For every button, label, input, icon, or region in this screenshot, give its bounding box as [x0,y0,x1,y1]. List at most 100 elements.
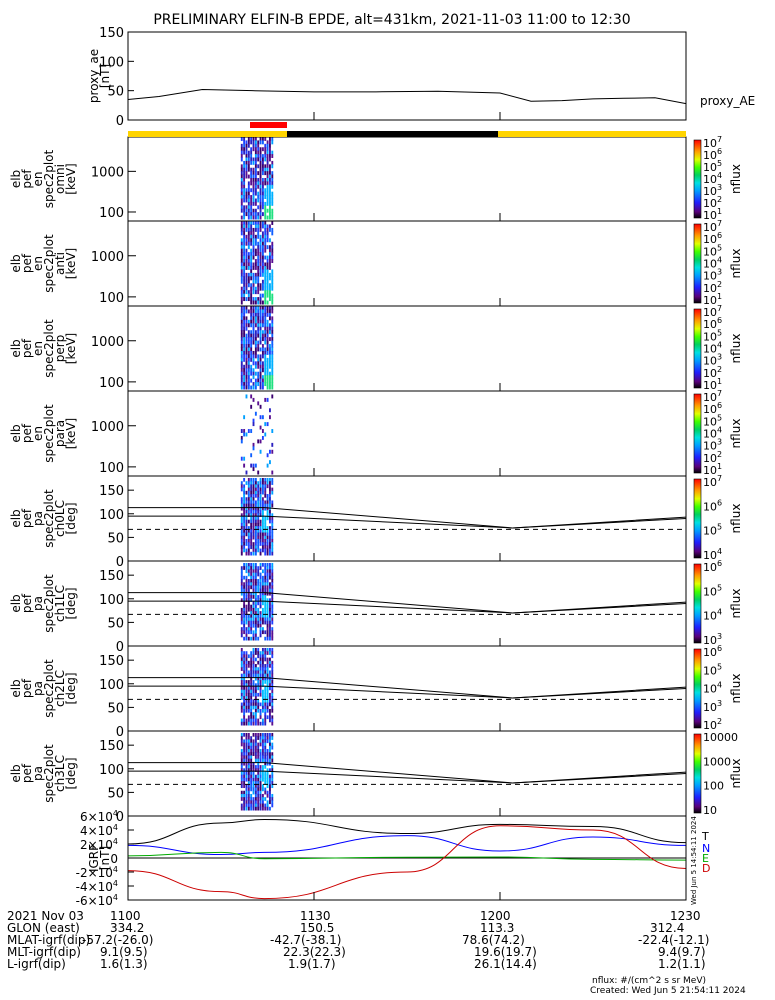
heatmap-cell [252,667,255,671]
heatmap-cell [266,326,269,331]
heatmap-cell [254,234,257,239]
heatmap-cell [254,800,257,805]
heatmap-cell [271,611,274,615]
heatmap-cell [254,623,257,628]
heatmap-cell [240,272,243,277]
cb-tick-ch0LC-3: 107 [703,474,722,489]
heatmap-cell [243,140,246,145]
heatmap-cell [271,667,274,671]
heatmap-cell [271,354,274,359]
heatmap-cell [264,563,267,567]
heatmap-cell [254,749,257,753]
heatmap-cell [252,201,255,206]
cb-tick-exp: 3 [717,699,722,708]
cb-tick-exp: 2 [717,195,722,204]
heatmap-cell [266,532,269,537]
heatmap-cell [247,478,250,482]
heatmap-cell [254,604,257,609]
heatmap-cell [269,660,271,665]
heatmap-cell [264,636,267,641]
heatmap-cell [243,224,246,229]
heatmap-cell [240,347,243,352]
heatmap-cell [257,699,260,704]
heatmap-cell [245,705,248,710]
heatmap-cell [252,660,255,665]
heatmap-cell [259,484,262,489]
heatmap-cell [259,137,262,141]
heatmap-cell [245,364,248,369]
cb-tick-exp: 2 [717,280,722,289]
heatmap-cell [261,617,264,622]
heatmap-cell [257,781,260,785]
heatmap-cell [259,272,262,277]
heatmap-cell [259,683,262,687]
heatmap-cell [269,758,271,763]
heatmap-cell [247,227,250,232]
heatmap-cell [254,721,257,726]
heatmap-cell [261,184,264,189]
heatmap-cell [250,689,253,694]
heatmap-cell [243,657,246,662]
heatmap-cell [247,506,250,511]
heatmap-cell [245,195,248,199]
heatmap-cell [257,184,260,189]
heatmap-cell [252,774,255,779]
heatmap-cell [252,806,255,811]
heatmap-cell [266,790,269,795]
heatmap-cell [271,548,274,553]
heatmap-cell [257,733,260,737]
heatmap-cell [254,617,257,622]
heatmap-cell [266,551,269,556]
heatmap-cell [259,333,262,338]
heatmap-cell [257,765,260,769]
heatmap-cell [243,749,246,753]
heatmap-cell [243,344,246,348]
heatmap-cell [250,765,253,769]
heatmap-cell [259,506,262,511]
heatmap-cell [259,529,262,534]
heatmap-cell [254,601,257,606]
heatmap-cell [252,178,255,182]
heatmap-cell [247,201,250,206]
cb-tick-exp: 5 [717,243,722,252]
loss-cone-line [128,507,687,529]
heatmap-cell [252,143,255,148]
heatmap-cell [259,535,262,540]
heatmap-cell [264,382,267,387]
heatmap-cell [252,752,255,756]
heatmap-cell [261,721,264,726]
heatmap-cell [252,503,255,508]
heatmap-cell [271,513,274,517]
heatmap-cell [261,245,264,250]
heatmap-cell [252,532,255,537]
heatmap-cell [247,598,250,602]
heatmap-cell [252,272,255,277]
heatmap-cell [269,205,271,210]
heatmap-cell [252,702,255,707]
heatmap-cell [240,208,243,213]
pa-yticklabel-2: 100 [99,593,124,608]
heatmap-cell [257,178,260,182]
pa-yticklabel-1: 50 [107,701,124,716]
heatmap-cell [261,319,264,324]
heatmap-cell [261,806,264,811]
heatmap-cell [250,306,253,310]
heatmap-cell [257,283,260,288]
cb-tick-exp: 3 [717,183,722,192]
heatmap-cell [269,286,271,291]
heatmap-cell [257,745,260,750]
heatmap-cell [252,238,255,243]
heatmap-cell [271,519,274,524]
heatmap-cell [252,157,255,162]
heatmap-cell [261,188,264,193]
heatmap-cell [261,506,264,511]
heatmap-cell [266,689,269,694]
heatmap-cell [245,806,248,811]
heatmap-cell [269,449,271,454]
heatmap-cell [252,234,255,239]
heatmap-cell [266,739,269,744]
heatmap-cell [259,522,262,527]
ae-yticklabel-1: 50 [107,85,124,100]
heatmap-cell [247,224,250,229]
heatmap-cell [266,350,269,355]
